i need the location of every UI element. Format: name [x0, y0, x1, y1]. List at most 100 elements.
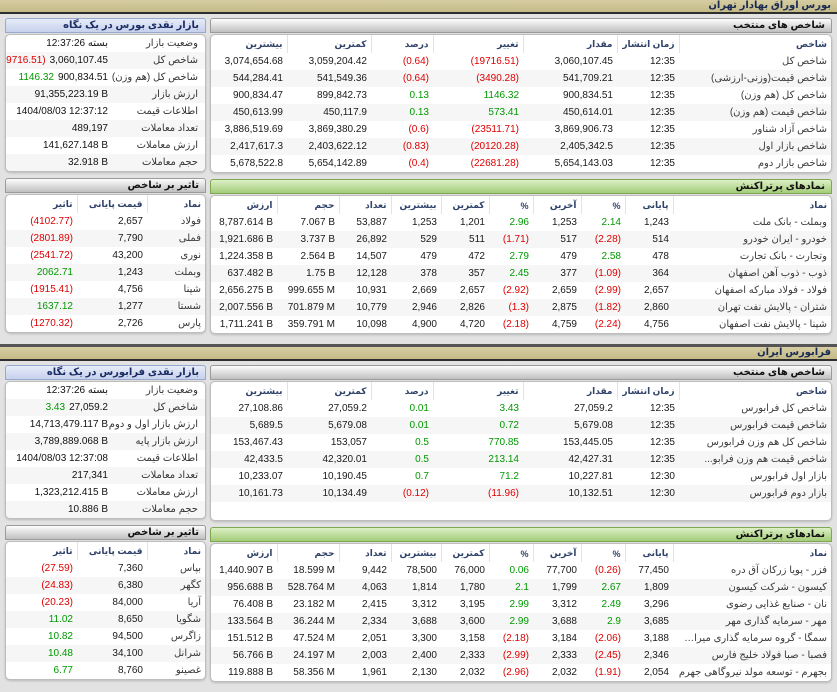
impact-cell: 10.82: [47, 631, 73, 642]
symbol-name-cell[interactable]: فولاد - فولاد مبارکه اصفهان: [714, 285, 827, 296]
stat-row: اطلاعات قیمت 1404/08/03 12:37:12: [6, 103, 205, 120]
value-cell: 1,711.241 B: [219, 319, 273, 330]
symbol-name-cell[interactable]: کگهر: [180, 580, 201, 591]
index-name-cell[interactable]: شاخص بازار اول: [758, 141, 827, 152]
bourse-glance-panel: وضعیت بازار بسته 12:37:26 شاخص کل 3,060,…: [5, 34, 206, 172]
column-header-value: مقدار: [522, 382, 617, 400]
last-cell: 2,875: [551, 302, 577, 313]
close-cell: 3,188: [643, 633, 669, 644]
index-name-cell[interactable]: شاخص قیمت(وزنی-ارزشی): [711, 73, 827, 84]
high-cell: 5,689.5: [249, 420, 283, 431]
symbol-name-cell[interactable]: فولاد: [180, 216, 201, 227]
index-name-cell[interactable]: شاخص بازار دوم: [757, 158, 827, 169]
index-name-cell[interactable]: شاخص کل هم وزن فرابورس: [706, 437, 827, 448]
symbol-name-cell[interactable]: شگویا: [176, 614, 201, 625]
stat-row: شاخص کل 27,059.23.43: [6, 399, 205, 416]
low-cell: 3,600: [459, 616, 485, 627]
index-row: شاخص بازار دوم 12:35 5,654,143.03 (22681…: [211, 155, 831, 172]
symbol-row: شتران - پالایش نفت تهران 2,860 (1.82) 2,…: [211, 299, 831, 316]
stat-label: شاخص کل (هم وزن): [111, 72, 198, 83]
symbol-name-cell[interactable]: کیسون - شرکت کیسون: [728, 582, 827, 593]
impact-row: شپنا 4,756 (1915.41): [6, 281, 205, 298]
symbol-name-cell[interactable]: وبملت - بانک ملت: [752, 217, 827, 228]
index-name-cell[interactable]: شاخص کل فرابورس: [741, 403, 827, 414]
index-name-cell[interactable]: بازار دوم فرابورس: [749, 488, 827, 499]
index-row: شاخص بازار اول 12:35 2,405,342.5 (20120.…: [211, 138, 831, 155]
count-cell: 10,098: [356, 319, 387, 330]
symbol-name-cell[interactable]: وبملت: [174, 267, 201, 278]
symbol-name-cell[interactable]: فزر - پویا زرکان آق دره: [731, 565, 827, 576]
column-header-value: ارزش: [246, 548, 273, 558]
stat-value: 489,197: [71, 123, 108, 134]
low-cell: 541,549.36: [316, 73, 367, 84]
symbol-name-cell[interactable]: غصینو: [175, 665, 201, 676]
symbol-name-cell[interactable]: سمگا - گروه سرمایه گذاری میراث فرهن...: [673, 633, 827, 644]
symbol-name-cell[interactable]: نوری: [180, 250, 201, 261]
volume-cell: 701.879 M: [287, 302, 335, 313]
low-cell: 2,826: [459, 302, 485, 313]
index-name-cell[interactable]: شاخص کل: [782, 56, 827, 67]
column-header-close-price: قیمت پایانی: [76, 542, 147, 560]
stat-value: 10.886 B: [67, 504, 108, 515]
symbol-name-cell[interactable]: آریا: [187, 597, 201, 608]
column-header-change: تغییر: [432, 35, 523, 53]
value-cell: 27,059.2: [574, 403, 613, 414]
last-pct-cell: 2.79: [509, 251, 529, 262]
index-name-cell[interactable]: شاخص آزاد شناور: [752, 124, 827, 135]
symbol-name-cell[interactable]: پارس: [178, 318, 201, 329]
index-name-cell[interactable]: شاخص کل (هم وزن): [740, 90, 827, 101]
change-cell: 0.72: [499, 420, 519, 431]
close-pct-cell: (2.28): [594, 234, 621, 245]
stat-row: ارزش بازار پایه 3,789,889.068 B: [6, 433, 205, 450]
symbol-name-cell[interactable]: نان - صنایع غذایی رضوی: [726, 599, 827, 610]
close-pct-cell: (2.24): [594, 319, 621, 330]
count-cell: 2,334: [361, 616, 387, 627]
index-name-cell[interactable]: شاخص قیمت فرابورس: [730, 420, 827, 431]
index-row: شاخص آزاد شناور 12:35 3,869,906.73 (2351…: [211, 121, 831, 138]
volume-cell: 1.75 B: [306, 268, 335, 279]
impact-row: پارس 2,726 (1270.32): [6, 315, 205, 332]
impact-row: کگهر 6,380 (24.83): [6, 577, 205, 594]
low-cell: 511: [469, 234, 485, 245]
symbol-name-cell[interactable]: وتجارت - بانک تجارت: [739, 251, 827, 262]
last-cell: 77,700: [546, 565, 577, 576]
close-price-cell: 8,760: [117, 665, 143, 676]
symbol-name-cell[interactable]: زاگرس: [170, 631, 201, 642]
value-cell: 1,224.358 B: [219, 251, 273, 262]
column-header-last-pct: %: [488, 544, 533, 562]
index-row: بازار اول فرابورس 12:30 10,227.81 71.2 0…: [211, 468, 831, 485]
symbol-name-cell[interactable]: فملی: [178, 233, 201, 244]
publish-time-cell: 12:30: [649, 488, 675, 499]
impact-cell: (24.83): [41, 580, 73, 591]
index-name-cell[interactable]: بازار اول فرابورس: [750, 471, 827, 482]
symbol-name-cell[interactable]: ذوب - ذوب آهن اصفهان: [728, 268, 827, 279]
fara-active-card: نماد پایانی % آخرین % کمترین بیشترین تعد…: [210, 543, 832, 682]
impact-row: نوری 43,200 (2541.72): [6, 247, 205, 264]
symbol-row: فصبا - صبا فولاد خلیج فارس 2,346 (2.45) …: [211, 647, 831, 664]
symbol-name-cell[interactable]: شپنا - پالایش نفت اصفهان: [719, 319, 827, 330]
symbol-name-cell[interactable]: شپنا: [183, 284, 201, 295]
symbol-name-cell[interactable]: شتران - پالایش نفت تهران: [717, 302, 827, 313]
index-row: شاخص کل هم وزن فرابورس 12:35 153,445.05 …: [211, 434, 831, 451]
symbol-name-cell[interactable]: فصبا - صبا فولاد خلیج فارس: [711, 650, 827, 661]
bourse-impact-table: نماد قیمت پایانی تاثیر فولاد 2,657 (4102…: [6, 195, 205, 332]
symbol-name-cell[interactable]: مهر - سرمایه گذاری مهر: [725, 616, 827, 627]
close-pct-cell: (1.82): [594, 302, 621, 313]
count-cell: 14,507: [356, 251, 387, 262]
symbol-name-cell[interactable]: بپاس: [179, 563, 201, 574]
index-name-cell[interactable]: شاخص قیمت هم وزن فرابو...: [704, 454, 827, 465]
stat-value: 14,713,479.117 B: [29, 419, 108, 430]
stat-row: حجم معاملات 32.918 B: [6, 154, 205, 171]
low-cell: 153,057: [330, 437, 367, 448]
value-cell: 1,921.686 B: [219, 234, 273, 245]
stat-row: شاخص کل (هم وزن) 900,834.511146.32: [6, 69, 205, 86]
percent-cell: (0.83): [402, 141, 429, 152]
symbol-name-cell[interactable]: خودرو - ایران خودرو: [743, 234, 827, 245]
symbol-name-cell[interactable]: شستا: [177, 301, 201, 312]
farabourse-title: فرابورس ایران: [757, 347, 831, 358]
symbol-name-cell[interactable]: شرانل: [173, 648, 201, 659]
index-name-cell[interactable]: شاخص قیمت (هم وزن): [729, 107, 827, 118]
volume-cell: 528.764 M: [287, 582, 335, 593]
high-cell: 42,433.5: [244, 454, 283, 465]
volume-cell: 7.067 B: [300, 217, 335, 228]
